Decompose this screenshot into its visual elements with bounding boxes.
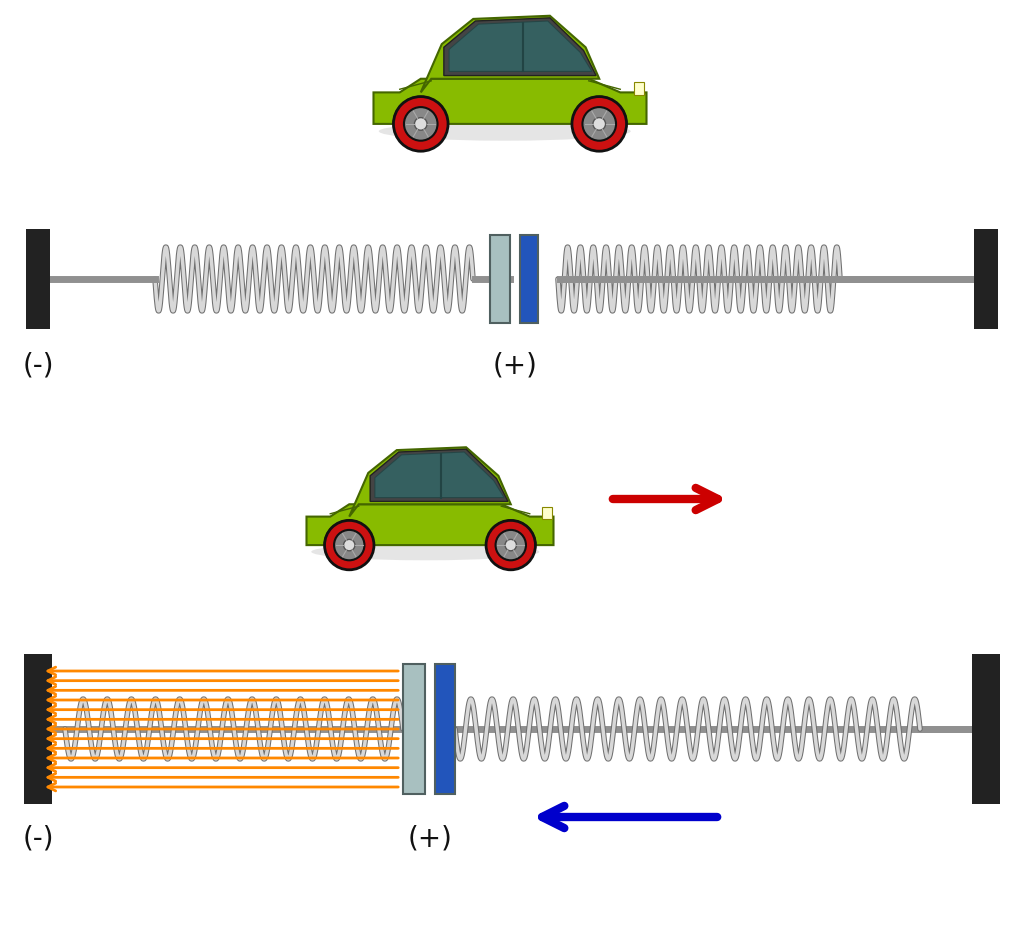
Circle shape [486, 521, 536, 570]
Text: (-): (-) [23, 824, 53, 852]
Bar [26, 230, 50, 330]
Circle shape [593, 119, 605, 131]
Bar [24, 654, 52, 804]
Text: (-): (-) [23, 351, 53, 379]
Ellipse shape [379, 122, 631, 142]
Bar [542, 508, 552, 519]
Bar [974, 230, 998, 330]
Circle shape [496, 530, 526, 561]
Circle shape [415, 119, 427, 131]
Circle shape [572, 97, 627, 152]
Circle shape [505, 540, 516, 552]
Bar [972, 654, 1000, 804]
Text: (+): (+) [408, 824, 453, 852]
Text: (+): (+) [493, 351, 538, 379]
Circle shape [334, 530, 365, 561]
Polygon shape [370, 450, 508, 502]
Bar [403, 665, 425, 794]
Polygon shape [374, 80, 646, 125]
Ellipse shape [311, 543, 540, 561]
Bar [520, 235, 538, 324]
Circle shape [583, 108, 616, 142]
Polygon shape [421, 17, 599, 94]
Bar [634, 83, 644, 95]
Polygon shape [443, 19, 596, 77]
Circle shape [393, 97, 449, 152]
Circle shape [343, 540, 355, 552]
Polygon shape [306, 504, 554, 545]
Bar [490, 235, 510, 324]
Circle shape [403, 108, 437, 142]
Polygon shape [375, 452, 504, 498]
Polygon shape [349, 448, 511, 517]
Bar [435, 665, 455, 794]
Circle shape [325, 521, 374, 570]
Polygon shape [450, 22, 592, 72]
